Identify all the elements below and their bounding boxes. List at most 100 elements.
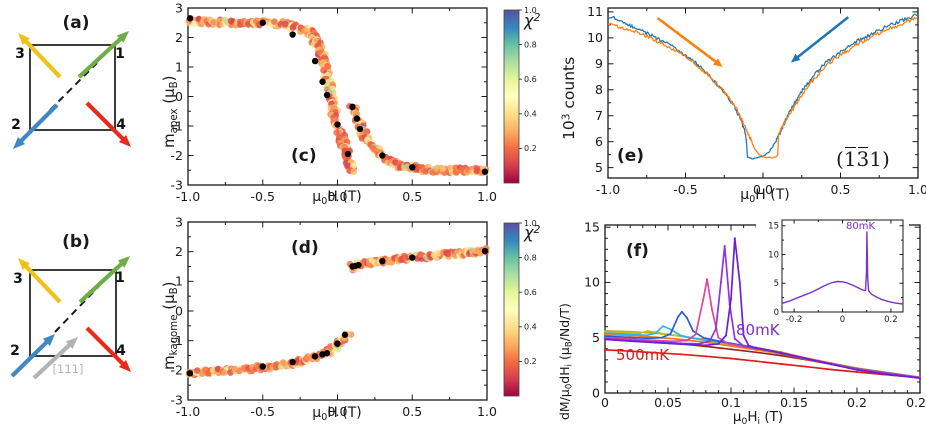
svg-text:-1.0: -1.0 (596, 182, 620, 197)
svg-text:1.0: 1.0 (477, 404, 497, 419)
svg-text:2: 2 (175, 30, 183, 45)
svg-text:0.15: 0.15 (780, 395, 808, 410)
svg-text:0.2: 0.2 (847, 395, 867, 410)
svg-text:0.8: 0.8 (524, 40, 537, 49)
panel-c-apex-moment-plot: -1.0 -0.5 0.0 0.5 1.0 -3 -2 -1 0 1 2 3 1.0 0.8 0.6 0.4 0… (171, 0, 537, 204)
panel-c-colorbar-chi2-label: χ2 (524, 11, 541, 30)
svg-text:0.5: 0.5 (402, 189, 422, 204)
svg-text:-1.0: -1.0 (176, 189, 200, 204)
svg-text:-2: -2 (171, 148, 183, 163)
svg-text:0.05: 0.05 (654, 395, 682, 410)
svg-text:5: 5 (774, 279, 779, 289)
spin-4-red-arrow (85, 101, 131, 147)
svg-text:0.8: 0.8 (524, 253, 537, 262)
svg-text:-1: -1 (171, 118, 183, 133)
svg-text:0.4: 0.4 (524, 323, 537, 332)
field-direction-111-label: [111] (52, 362, 84, 376)
svg-text:0.6: 0.6 (524, 288, 537, 297)
panel-d-kagome-moment-plot: -1.0 -0.5 0.0 0.5 1.0 -3 -2 -1 0 1 2 3 1.0 0.8 0.6 0.4 0… (171, 214, 537, 419)
svg-text:5: 5 (595, 160, 603, 175)
panel-e-x-axis-label: μ0H (T) (740, 187, 790, 205)
panel-label-b: (b) (62, 232, 90, 252)
increasing-sweep-arrow (656, 17, 723, 67)
svg-text:2: 2 (175, 244, 183, 259)
panel-label-d: (d) (291, 238, 319, 258)
panel-c-x-axis-label: μ0H (T) (312, 189, 362, 207)
spin-3-yellow-arrow (18, 258, 62, 304)
svg-text:0.4: 0.4 (524, 110, 537, 119)
svg-text:-0.5: -0.5 (673, 182, 697, 197)
svg-text:1.0: 1.0 (908, 182, 926, 197)
decreasing-sweep-arrow (790, 16, 850, 63)
corner-label-3: 3 (13, 271, 23, 287)
field-111-gray-arrow (32, 337, 78, 380)
svg-text:10: 10 (587, 30, 603, 45)
corner-label-1: 1 (115, 270, 125, 286)
svg-text:0.2: 0.2 (524, 357, 537, 366)
corner-label-2: 2 (10, 343, 20, 359)
svg-text:-0.2: -0.2 (786, 315, 803, 325)
svg-text:0.5: 0.5 (831, 182, 851, 197)
corner-label-2: 2 (11, 117, 21, 133)
corner-label-3: 3 (15, 46, 25, 62)
svg-text:3: 3 (175, 0, 183, 15)
svg-text:0: 0 (175, 89, 183, 104)
svg-text:0: 0 (601, 395, 609, 410)
panel-label-c: (c) (291, 146, 317, 166)
svg-text:11: 11 (587, 4, 603, 19)
svg-text:10: 10 (584, 275, 600, 290)
svg-text:-0.5: -0.5 (251, 189, 275, 204)
panel-d-y-axis-label: mkagome (μB) (160, 281, 181, 370)
corner-label-1: 1 (115, 46, 125, 62)
panel-e-counts-plot: -1.0 -0.5 0.0 0.5 1.0 5 6 7 8 9 10 11 (587, 4, 926, 197)
svg-text:0.1: 0.1 (721, 395, 741, 410)
tetrahedron-spin-diagram-a: 3 1 2 4 (11, 31, 131, 149)
svg-text:6: 6 (595, 134, 603, 149)
spin-1-green-arrow (78, 256, 130, 304)
svg-text:0.2: 0.2 (884, 315, 898, 325)
svg-text:-3: -3 (171, 177, 183, 192)
svg-text:-2: -2 (171, 363, 183, 378)
corner-label-4: 4 (116, 117, 126, 133)
panel-e-y-axis-label: 103 counts (560, 56, 578, 140)
svg-text:-1.0: -1.0 (176, 404, 200, 419)
svg-text:-1: -1 (171, 333, 183, 348)
svg-text:10: 10 (768, 250, 779, 260)
svg-text:0: 0 (840, 315, 845, 325)
panel-f-x-axis-label: μ0Hi (T) (732, 409, 784, 427)
svg-text:0: 0 (774, 308, 779, 318)
panel-f-y-axis-label: dM/μ0dHi (μB/Nd/T) (557, 303, 575, 420)
svg-text:0.0: 0.0 (328, 189, 348, 204)
panel-e-reflection-label: (131) (836, 147, 890, 171)
panel-c-y-axis-label: mapex (μB) (160, 75, 181, 148)
svg-text:0.5: 0.5 (402, 404, 422, 419)
svg-text:0.0: 0.0 (328, 404, 348, 419)
svg-text:15: 15 (584, 219, 600, 234)
svg-text:0.25: 0.25 (906, 395, 926, 410)
svg-text:9: 9 (595, 56, 603, 71)
svg-text:7: 7 (595, 108, 603, 123)
svg-text:0: 0 (175, 303, 183, 318)
spin-2-blue-arrow (13, 103, 59, 149)
svg-text:0.6: 0.6 (524, 75, 537, 84)
svg-text:5: 5 (592, 330, 600, 345)
tetrahedron-spin-diagram-b: 3 1 2 4 (10, 256, 131, 380)
panel-f-500mK-label: 500mK (616, 346, 670, 364)
svg-text:0.0: 0.0 (753, 182, 773, 197)
panel-label-f: (f) (626, 241, 649, 261)
spin-2-blue-flipped-arrow (10, 334, 55, 378)
spin-3-yellow-arrow (18, 33, 62, 79)
panel-d-colorbar-chi2-label: χ2 (524, 223, 541, 242)
svg-text:0.2: 0.2 (524, 144, 537, 153)
svg-text:-0.5: -0.5 (251, 404, 275, 419)
svg-text:1.0: 1.0 (477, 189, 497, 204)
svg-text:1: 1 (175, 59, 183, 74)
panel-f-80mK-label: 80mK (736, 321, 780, 339)
corner-label-4: 4 (116, 343, 126, 359)
svg-text:-3: -3 (171, 392, 183, 407)
svg-text:8: 8 (595, 82, 603, 97)
svg-text:3: 3 (175, 214, 183, 229)
svg-text:15: 15 (768, 222, 779, 232)
svg-text:1: 1 (175, 274, 183, 289)
